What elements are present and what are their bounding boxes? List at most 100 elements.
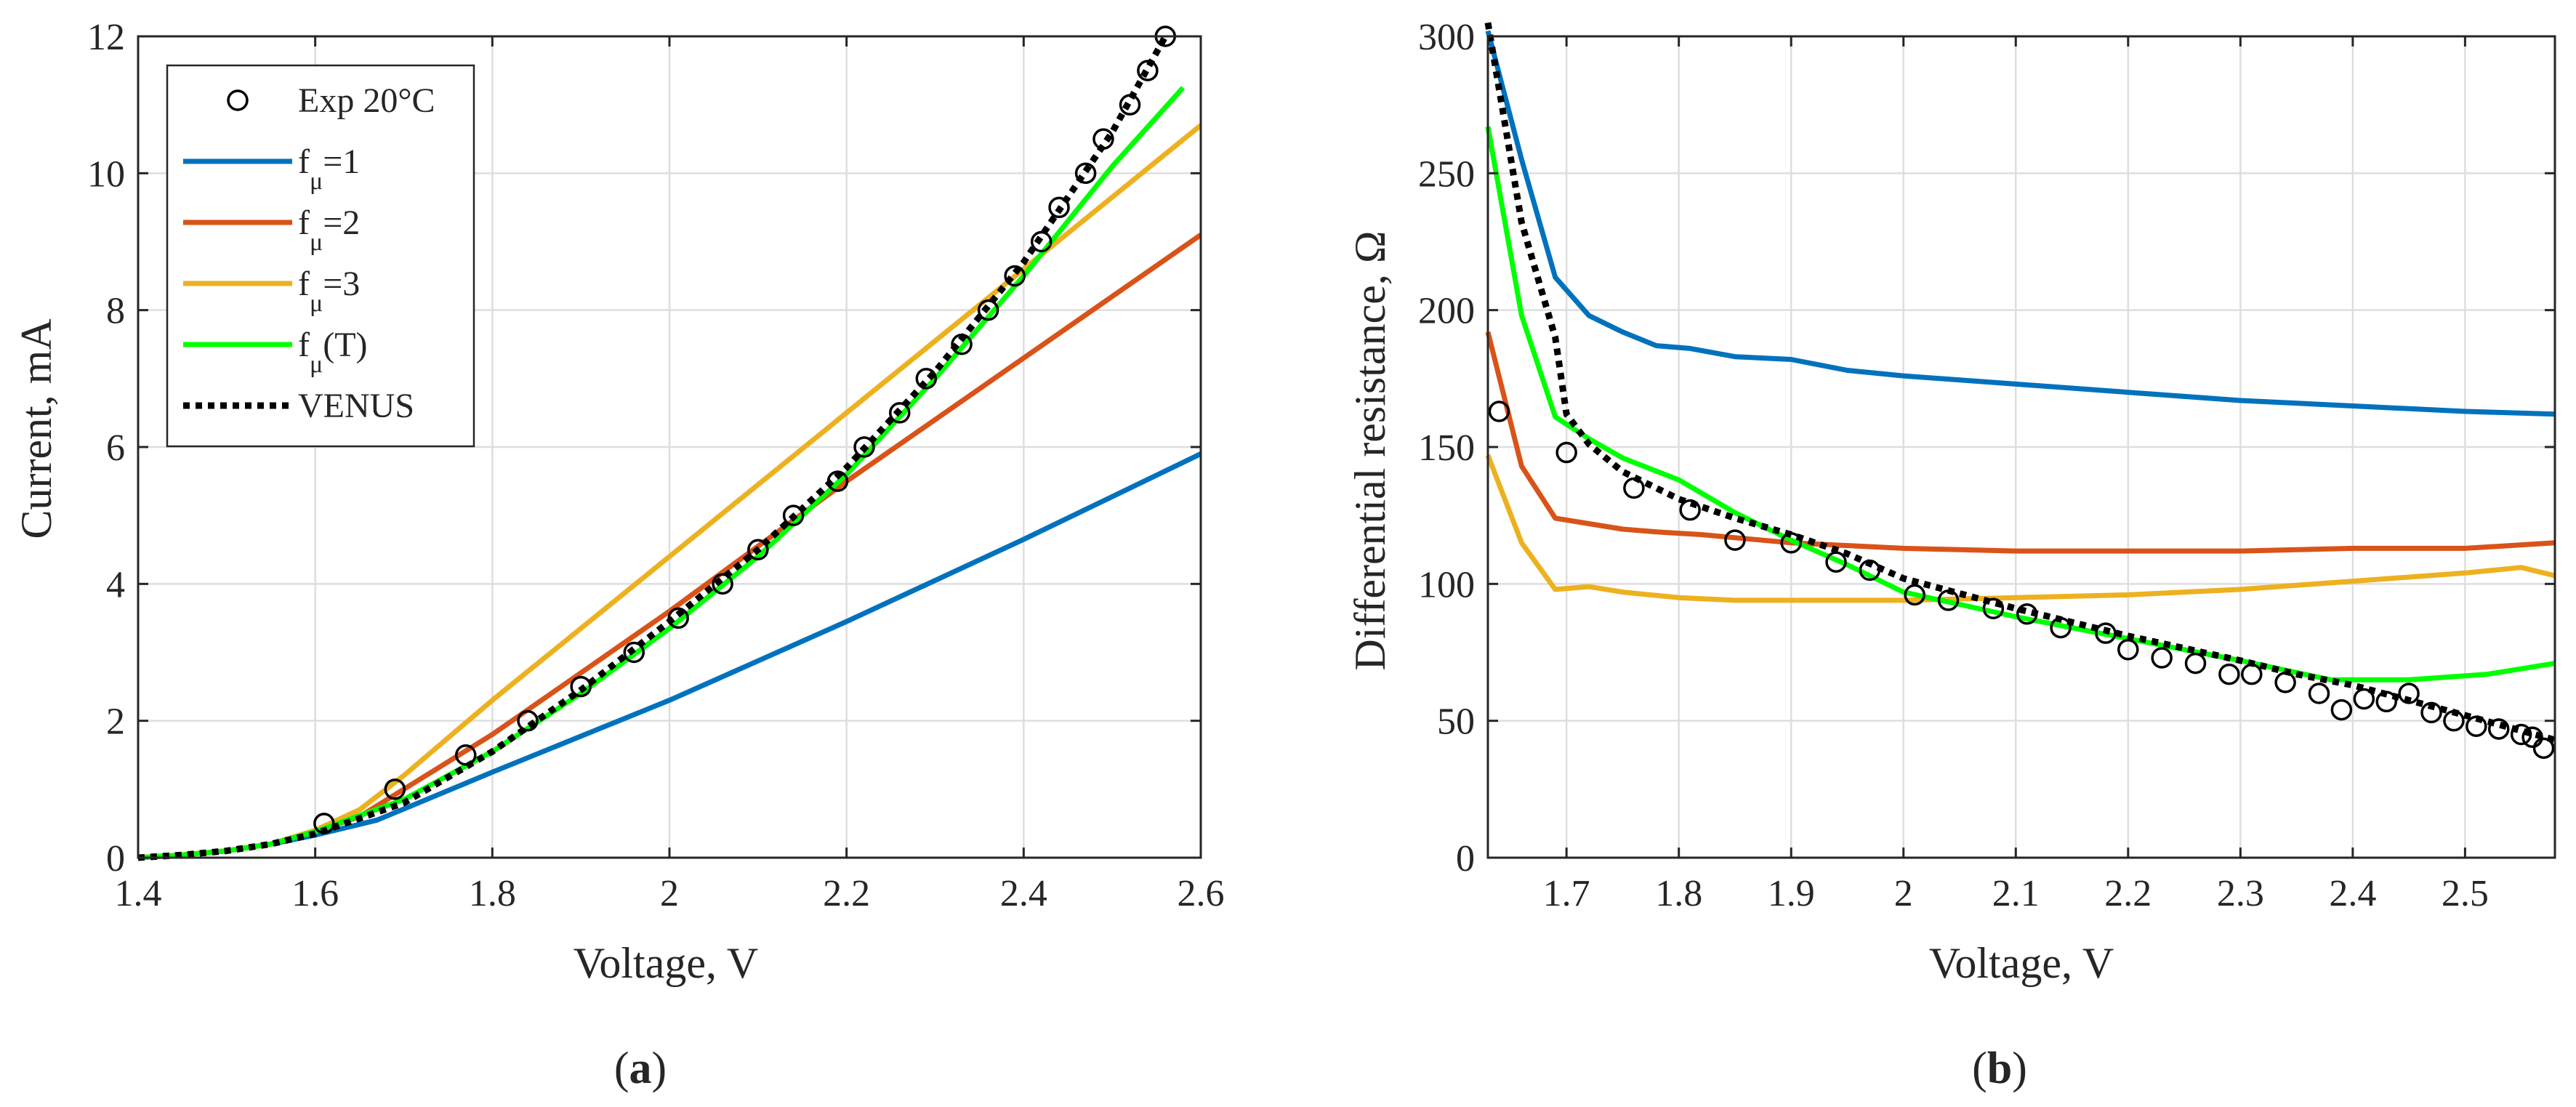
data-point-exp xyxy=(853,436,875,458)
y-tick-label: 8 xyxy=(106,291,125,332)
data-point-exp xyxy=(1724,529,1746,551)
data-point-exp xyxy=(712,573,733,595)
data-point-exp xyxy=(1074,162,1097,185)
data-point-exp xyxy=(2184,652,2207,675)
panel-label-b-open: ( xyxy=(1972,1044,1987,1093)
data-point-exp xyxy=(2241,663,2263,685)
chart-b-ylabel: Differential resistance, Ω xyxy=(1346,231,1394,671)
x-tick-label: 2.2 xyxy=(2104,873,2152,914)
data-point-exp xyxy=(455,744,477,766)
data-point-exp xyxy=(2308,683,2330,704)
data-point-exp xyxy=(1982,597,2005,619)
data-point-exp xyxy=(889,402,911,424)
data-point-exp xyxy=(1030,230,1052,253)
data-point-exp xyxy=(2521,726,2543,749)
chart-b-xlabel: Voltage, V xyxy=(1929,939,2114,987)
x-tick-label: 2.4 xyxy=(2329,873,2376,914)
data-point-exp xyxy=(1937,589,1960,611)
panel-label-a-open: ( xyxy=(614,1044,629,1093)
legend-label-main: Exp 20°C xyxy=(298,81,435,120)
series-line-venus xyxy=(1484,22,2556,744)
data-point-exp xyxy=(1137,60,1159,81)
legend-label-f1: fμ=1 xyxy=(298,142,360,195)
data-point-exp xyxy=(977,299,999,321)
y-tick-label: 0 xyxy=(1456,838,1475,879)
y-tick-label: 12 xyxy=(87,17,125,58)
x-tick-label: 1.8 xyxy=(469,873,516,914)
legend-label-main: f xyxy=(298,265,310,303)
data-point-exp xyxy=(2466,715,2487,737)
chart-b: 1.7 1.8 1.9 2 2.1 2.2 2.3 2.4 2.5 0 50 100 150 200 250… xyxy=(1346,17,2556,987)
data-point-exp xyxy=(2532,737,2555,760)
x-tick-label: 1.4 xyxy=(115,873,162,914)
data-point-exp xyxy=(951,334,973,355)
legend-label-main: VENUS xyxy=(298,387,414,425)
legend-label-suffix: (T) xyxy=(323,326,367,364)
data-point-exp xyxy=(1825,551,1847,573)
data-point-exp xyxy=(2330,699,2353,721)
legend-label-subscript: μ xyxy=(310,229,323,256)
legend-label-suffix: =2 xyxy=(323,204,360,242)
y-tick-label: 100 xyxy=(1418,564,1475,605)
data-point-exp xyxy=(2095,622,2117,644)
data-point-exp xyxy=(782,504,805,526)
panel-label-a-close: ) xyxy=(652,1044,667,1093)
data-point-exp xyxy=(2398,683,2420,704)
x-tick-label: 2.4 xyxy=(1000,873,1047,914)
data-point-exp xyxy=(1679,499,1701,521)
x-tick-label: 2 xyxy=(1894,873,1913,914)
data-point-exp xyxy=(1859,559,1881,581)
data-point-exp xyxy=(1048,196,1070,219)
x-tick-label: 2.3 xyxy=(2217,873,2264,914)
chart-a-ticks: 1.4 1.6 1.8 2 2.2 2.4 2.6 0 2 4 6 8 10 12 xyxy=(87,17,1225,914)
x-tick-label: 1.6 xyxy=(291,873,339,914)
data-point-exp xyxy=(1092,128,1114,150)
chart-b-grid xyxy=(1488,35,2555,859)
data-point-exp xyxy=(2487,718,2510,740)
data-point-exp xyxy=(623,641,645,664)
x-tick-label: 1.7 xyxy=(1543,873,1590,914)
panel-label-a: (a) xyxy=(614,1044,667,1093)
data-point-exp xyxy=(1004,265,1026,287)
data-point-exp xyxy=(2510,723,2532,746)
series-line-f1 xyxy=(1485,30,2556,417)
data-point-exp xyxy=(2218,663,2240,685)
data-point-exp xyxy=(384,778,406,800)
x-tick-label: 2.5 xyxy=(2442,873,2489,914)
data-point-exp xyxy=(2375,691,2397,713)
legend-label-suffix: =1 xyxy=(323,142,360,181)
legend-label-venus: VENUS xyxy=(298,387,414,425)
x-tick-label: 2.2 xyxy=(823,873,870,914)
legend-box xyxy=(166,64,475,448)
data-point-exp xyxy=(2151,647,2173,669)
y-tick-label: 300 xyxy=(1418,17,1475,58)
legend-label-f2: fμ=2 xyxy=(298,204,360,256)
y-tick-label: 4 xyxy=(106,564,125,605)
legend-label-subscript: μ xyxy=(310,168,323,195)
data-point-exp xyxy=(2274,672,2296,693)
data-point-exp xyxy=(1119,94,1141,116)
chart-b-ticks: 1.7 1.8 1.9 2 2.1 2.2 2.3 2.4 2.5 0 50 100 150 200 250… xyxy=(1418,17,2555,914)
legend-label-fT: fμ(T) xyxy=(298,326,368,378)
legend-label-main: f xyxy=(298,326,310,364)
y-tick-label: 200 xyxy=(1418,291,1475,332)
data-point-exp xyxy=(313,813,335,834)
data-point-exp xyxy=(1623,477,1645,499)
series-line-f3 xyxy=(1485,454,2556,603)
chart-a-series xyxy=(137,25,1203,861)
data-point-exp xyxy=(2016,603,2038,625)
data-point-exp xyxy=(2443,709,2465,732)
data-point-exp xyxy=(667,607,689,629)
data-point-exp xyxy=(570,675,592,698)
panel-label-b: (b) xyxy=(1972,1044,2027,1093)
x-tick-label: 2.6 xyxy=(1178,873,1225,914)
data-point-exp xyxy=(2117,638,2139,661)
y-tick-label: 250 xyxy=(1418,153,1475,195)
y-tick-label: 6 xyxy=(106,427,125,469)
data-point-exp xyxy=(1488,400,1510,422)
chart-a-xlabel: Voltage, V xyxy=(573,939,758,987)
y-tick-label: 0 xyxy=(106,838,125,879)
data-point-exp xyxy=(2353,688,2375,710)
legend-label-main: f xyxy=(298,204,310,242)
